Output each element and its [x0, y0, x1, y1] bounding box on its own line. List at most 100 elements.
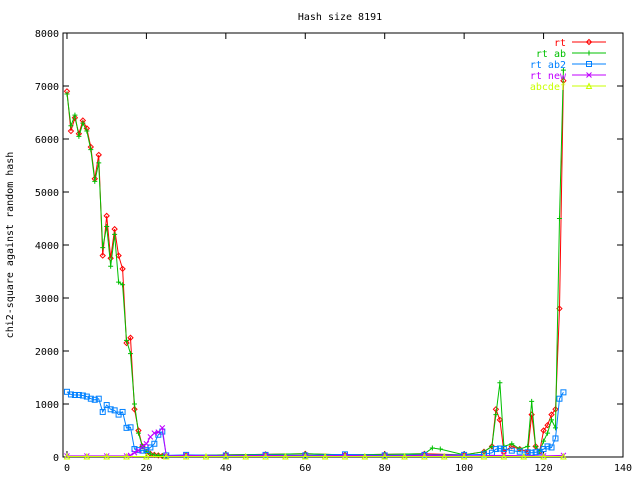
- data-point: [520, 452, 528, 460]
- data-point: [401, 452, 408, 460]
- data-point: [556, 395, 563, 402]
- data-point: [107, 406, 114, 413]
- data-point: [104, 223, 110, 229]
- data-point: [155, 452, 161, 458]
- data-point: [147, 451, 153, 457]
- data-point: [496, 416, 504, 424]
- data-point: [116, 279, 122, 285]
- data-point: [585, 38, 593, 46]
- data-point: [552, 435, 559, 442]
- data-point: [540, 427, 547, 434]
- data-point: [341, 452, 349, 460]
- data-point: [72, 112, 78, 118]
- data-point: [112, 231, 118, 237]
- data-point: [108, 263, 114, 269]
- y-tick-label: 3000: [35, 294, 59, 305]
- data-point: [99, 252, 106, 259]
- data-point: [131, 449, 138, 456]
- data-point: [429, 445, 435, 451]
- y-tick-label: 0: [53, 453, 59, 464]
- data-point: [76, 133, 82, 139]
- data-point: [540, 452, 547, 460]
- data-point: [75, 391, 82, 398]
- data-point: [301, 452, 309, 460]
- data-point: [103, 212, 110, 220]
- data-point: [91, 396, 98, 403]
- x-tick-label: 140: [614, 463, 632, 474]
- data-point: [80, 120, 86, 126]
- data-point: [151, 440, 158, 447]
- data-point: [147, 444, 154, 451]
- data-point: [151, 430, 158, 437]
- data-point: [162, 452, 170, 460]
- data-point: [119, 265, 126, 273]
- data-point: [100, 245, 106, 251]
- data-point: [586, 61, 592, 67]
- data-point: [529, 398, 535, 404]
- data-point: [111, 407, 118, 414]
- data-point: [222, 452, 230, 460]
- data-point: [460, 452, 468, 460]
- data-point: [71, 114, 79, 122]
- data-point: [124, 337, 130, 343]
- data-point: [96, 160, 102, 166]
- data-point: [67, 127, 75, 135]
- data-point: [143, 440, 150, 447]
- data-point: [79, 392, 86, 399]
- data-point: [135, 447, 142, 454]
- y-tick-label: 6000: [35, 135, 59, 146]
- series-layer: [63, 67, 567, 460]
- data-point: [492, 446, 499, 453]
- y-tick-label: 2000: [35, 347, 59, 358]
- data-point: [508, 443, 516, 450]
- data-point: [500, 452, 508, 460]
- data-point: [282, 452, 289, 460]
- data-point: [480, 452, 488, 460]
- data-point: [63, 452, 71, 460]
- series-4: [63, 452, 567, 460]
- y-tick-label: 1000: [35, 400, 59, 411]
- y-tick-label: 7000: [35, 82, 59, 93]
- data-point: [143, 452, 150, 460]
- data-point: [83, 452, 91, 460]
- data-point: [92, 178, 98, 184]
- x-tick-label: 120: [535, 463, 553, 474]
- data-point: [103, 452, 110, 460]
- data-point: [123, 452, 130, 460]
- data-point: [493, 412, 499, 418]
- data-point: [586, 50, 592, 56]
- data-point: [135, 430, 141, 436]
- data-point: [128, 351, 134, 357]
- data-point: [321, 452, 329, 460]
- data-point: [202, 452, 210, 460]
- y-axis-label: chi2-square against random hash: [5, 152, 16, 339]
- data-point: [127, 424, 134, 431]
- data-point: [99, 408, 106, 415]
- data-point: [95, 151, 102, 159]
- data-point: [127, 452, 134, 459]
- x-tick-label: 100: [455, 463, 473, 474]
- data-point: [552, 425, 558, 431]
- data-point: [585, 82, 593, 89]
- data-point: [544, 443, 551, 450]
- data-point: [381, 452, 389, 460]
- data-point: [586, 72, 592, 78]
- data-point: [95, 395, 102, 402]
- data-point: [262, 451, 269, 458]
- data-point: [509, 441, 515, 447]
- data-point: [508, 447, 515, 454]
- data-point: [64, 91, 70, 97]
- data-point: [440, 452, 448, 460]
- data-point: [123, 339, 130, 347]
- data-point: [87, 395, 94, 402]
- data-point: [548, 444, 555, 451]
- y-tick-label: 8000: [35, 29, 59, 40]
- data-point: [525, 443, 531, 449]
- data-point: [131, 401, 137, 407]
- x-tick-label: 0: [64, 463, 70, 474]
- legend-label: rt ab: [536, 49, 566, 60]
- data-point: [71, 391, 78, 398]
- data-point: [139, 447, 146, 454]
